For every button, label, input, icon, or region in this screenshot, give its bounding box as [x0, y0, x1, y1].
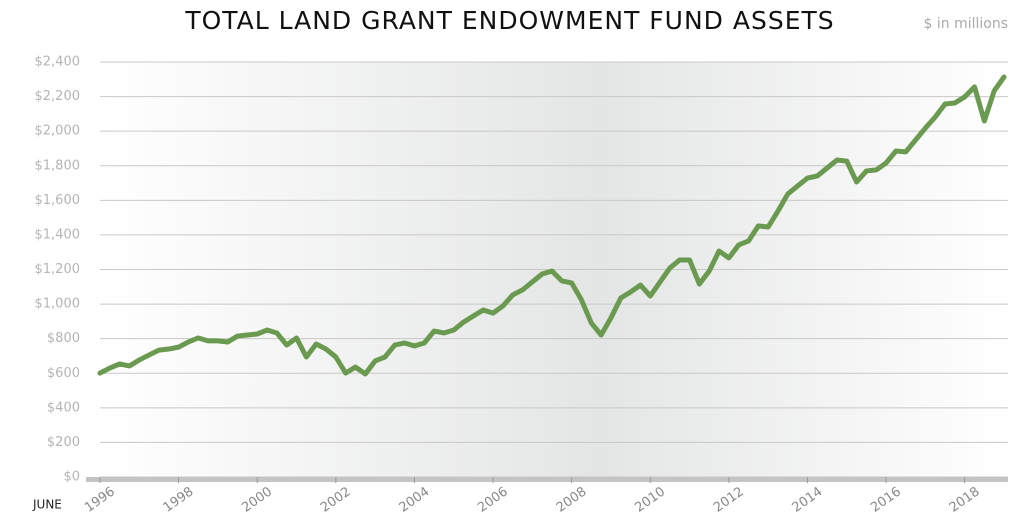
- x-tick-label: 2014: [790, 484, 826, 515]
- y-tick-label: $2,400: [35, 55, 81, 70]
- x-tick-label: 2010: [632, 484, 668, 515]
- y-tick-label: $0: [63, 470, 80, 485]
- x-tick-label: 1996: [82, 484, 118, 515]
- x-tick-label: 2000: [239, 484, 275, 515]
- x-tick-label: 2012: [711, 484, 747, 515]
- chart-title: TOTAL LAND GRANT ENDOWMENT FUND ASSETS: [184, 6, 834, 35]
- chart-subtitle: $ in millions: [924, 16, 1009, 32]
- y-tick-label: $2,200: [35, 89, 81, 104]
- x-tick-label: 2002: [318, 484, 354, 515]
- y-tick-label: $1,600: [35, 193, 81, 208]
- x-tick-label: 1998: [161, 484, 197, 515]
- y-tick-label: $200: [47, 435, 80, 450]
- y-tick-label: $1,000: [35, 297, 81, 312]
- x-note: JUNE: [32, 498, 62, 512]
- y-tick-label: $1,200: [35, 262, 81, 277]
- x-tick-label: 2006: [475, 484, 511, 515]
- y-tick-label: $1,800: [35, 158, 81, 173]
- x-tick-label: 2016: [868, 484, 904, 515]
- y-tick-label: $800: [47, 331, 80, 346]
- y-tick-label: $400: [47, 400, 80, 415]
- y-tick-label: $2,000: [35, 124, 81, 139]
- x-tick-label: 2004: [397, 484, 433, 515]
- x-tick-label: 2008: [554, 484, 590, 515]
- x-tick-label: 2018: [947, 484, 983, 515]
- y-tick-label: $1,400: [35, 227, 81, 242]
- x-axis-bar: [86, 477, 1008, 482]
- data-line: [97, 74, 1007, 377]
- y-tick-label: $600: [47, 366, 80, 381]
